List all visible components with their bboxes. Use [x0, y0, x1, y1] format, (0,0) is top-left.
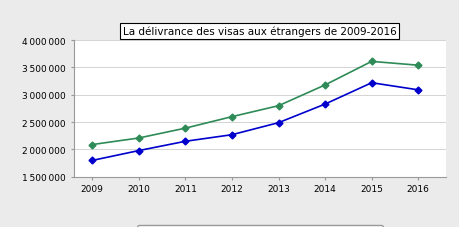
Line: Total visas demandés: Total visas demandés — [90, 60, 420, 147]
Total visas délivrés — [275, 122, 281, 124]
Title: La délivrance des visas aux étrangers de 2009-2016: La délivrance des visas aux étrangers de… — [123, 27, 396, 37]
Total visas délivrés — [368, 82, 374, 85]
Total visas demandés — [90, 143, 95, 146]
Total visas délivrés — [322, 103, 327, 106]
Total visas demandés — [182, 127, 188, 130]
Total visas délivrés — [136, 150, 141, 152]
Total visas demandés — [275, 105, 281, 108]
Total visas demandés — [136, 137, 141, 140]
Total visas demandés — [368, 61, 374, 64]
Total visas demandés — [414, 64, 420, 67]
Total visas délivrés — [90, 159, 95, 162]
Legend: Total visas délivrés, Total visas demandés: Total visas délivrés, Total visas demand… — [137, 225, 382, 227]
Total visas délivrés — [229, 134, 234, 136]
Total visas délivrés — [182, 140, 188, 143]
Total visas demandés — [229, 116, 234, 118]
Line: Total visas délivrés: Total visas délivrés — [90, 81, 420, 163]
Total visas délivrés — [414, 89, 420, 92]
Total visas demandés — [322, 84, 327, 87]
